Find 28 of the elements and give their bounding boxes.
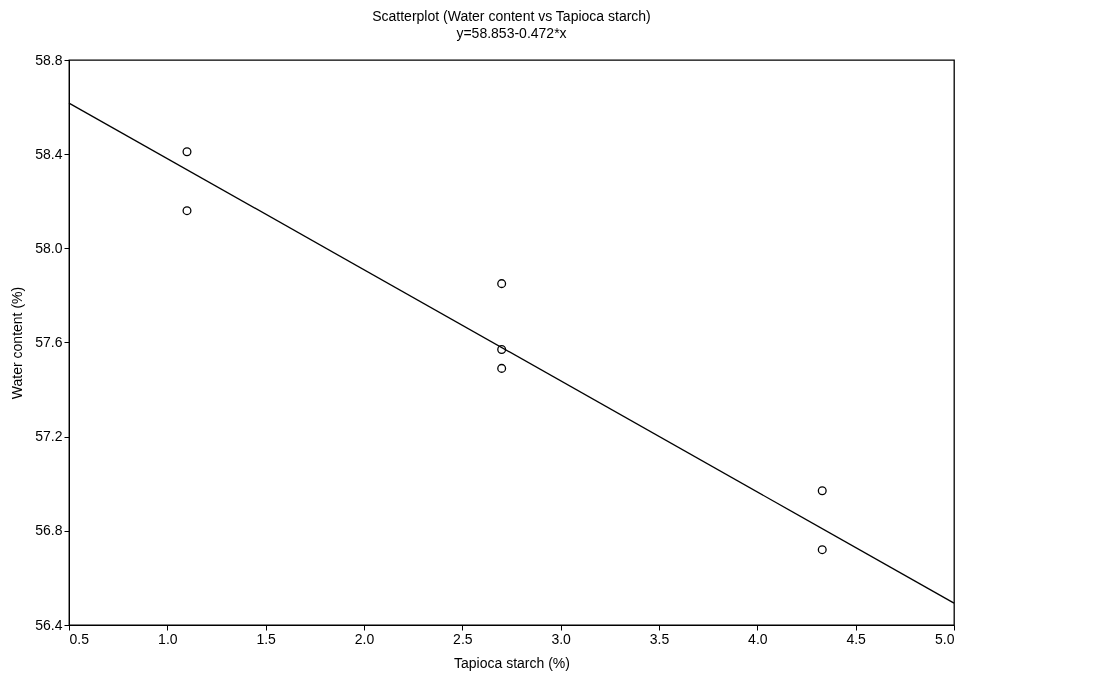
y-tick-label: 58.8 [35, 51, 63, 68]
point [497, 279, 507, 289]
y-tick-label: 58.4 [35, 145, 63, 162]
x-tick-label: 1.5 [256, 630, 277, 647]
x-tick-label: 3.0 [551, 630, 572, 647]
y-tick-label: 57.6 [35, 334, 63, 350]
point [817, 545, 827, 555]
point [182, 147, 192, 157]
x-tick-label: 5.0 [935, 630, 955, 647]
x-tick-label: 2.5 [453, 630, 473, 647]
y-tick-label: 58.0 [35, 239, 63, 256]
x-tick-label: 4.5 [846, 630, 867, 647]
chart-subtitle: y=58.853-0.472*x [456, 25, 567, 41]
point [497, 363, 507, 373]
point [182, 206, 192, 216]
y-tick-label: 57.2 [35, 428, 63, 445]
y-tick-label: 56.4 [35, 616, 63, 633]
point [497, 345, 507, 355]
x-tick-label: 4.0 [748, 630, 768, 647]
x-tick-label: 3.5 [649, 630, 670, 647]
chart-title: Scatterplot (Water content vs Tapioca starch) [372, 8, 651, 24]
y-axis-title: Water content (%) [9, 286, 26, 400]
point [817, 486, 827, 496]
y-tick-label: 56.8 [35, 522, 63, 539]
x-tick-label: 0.5 [69, 630, 90, 647]
x-tick-label: 2.0 [354, 630, 375, 647]
x-axis-title: Tapioca starch (%) [454, 654, 570, 671]
x-tick-label: 1.0 [158, 630, 178, 647]
